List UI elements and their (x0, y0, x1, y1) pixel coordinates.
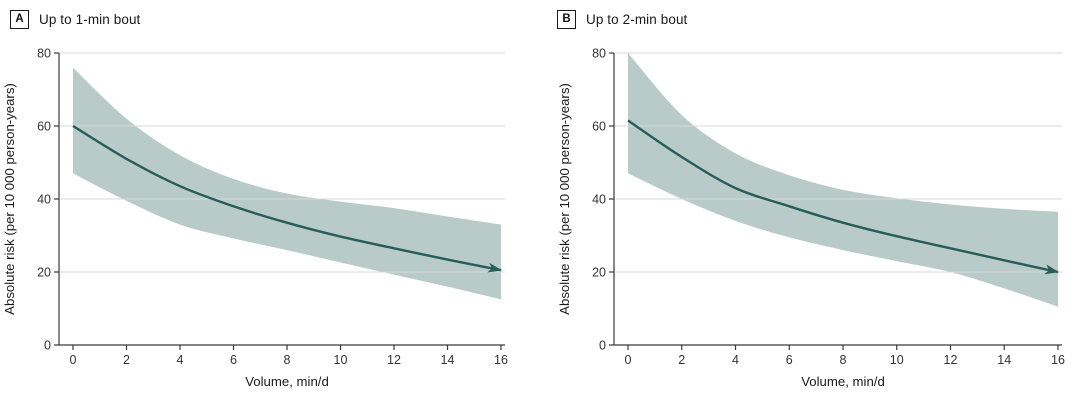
x-tick-label: 10 (890, 353, 904, 367)
x-axis-label: Volume, min/d (801, 374, 885, 389)
panel-a-title: Up to 1-min bout (39, 12, 141, 27)
y-tick-label: 0 (599, 338, 606, 352)
x-tick-label: 2 (123, 353, 130, 367)
panel-a-chart: 0 20 40 60 80 0 2 4 6 8 10 12 14 16 Absolute risk (per… (2, 46, 508, 389)
y-tick-label: 0 (44, 338, 51, 352)
x-tick-label: 10 (334, 353, 348, 367)
x-tick-label: 0 (625, 353, 632, 367)
x-tick-label: 0 (70, 353, 77, 367)
x-tick-label: 6 (786, 353, 793, 367)
panel-a-header: A Up to 1-min bout (10, 10, 140, 29)
risk-curve (72, 124, 502, 273)
y-tick-label: 40 (592, 192, 606, 206)
x-tick-label: 8 (840, 353, 847, 367)
x-tick-label: 14 (997, 353, 1011, 367)
y-axis-label: Absolute risk (per 10 000 person-years) (2, 83, 17, 315)
panel-a-letter-badge: A (10, 10, 29, 29)
y-tick-label: 80 (37, 46, 51, 60)
panel-b-letter-badge: B (557, 10, 576, 29)
panel-a: A Up to 1-min bout 0 20 40 60 80 0 2 4 6 8 10 12 14 1… (2, 10, 508, 389)
panel-b-title: Up to 2-min bout (586, 12, 688, 27)
x-tick-label: 6 (230, 353, 237, 367)
x-tick-label: 8 (284, 353, 291, 367)
y-tick-label: 20 (592, 265, 606, 279)
x-tick-label: 12 (387, 353, 401, 367)
panel-b-header: B Up to 2-min bout (557, 10, 687, 29)
y-tick-label: 60 (592, 119, 606, 133)
confidence-band (73, 67, 501, 300)
panel-b-chart: 0 20 40 60 80 0 2 4 6 8 10 12 14 16 Absolute risk (per… (557, 46, 1065, 389)
x-tick-label: 2 (678, 353, 685, 367)
x-tick-label: 4 (732, 353, 739, 367)
x-axis-label: Volume, min/d (245, 374, 329, 389)
x-tick-label: 12 (944, 353, 958, 367)
x-tick-label: 4 (177, 353, 184, 367)
y-tick-label: 60 (37, 119, 51, 133)
x-tick-label: 14 (441, 353, 455, 367)
panel-b: B Up to 2-min bout 0 20 40 60 80 0 2 4 6 8 10 12 14 1… (540, 0, 1080, 402)
risk-curve (627, 119, 1059, 275)
y-tick-label: 40 (37, 192, 51, 206)
confidence-band (628, 53, 1058, 307)
y-tick-label: 20 (37, 265, 51, 279)
x-tick-label: 16 (1051, 353, 1065, 367)
y-tick-label: 80 (592, 46, 606, 60)
x-tick-label: 16 (494, 353, 508, 367)
y-axis-label: Absolute risk (per 10 000 person-years) (557, 83, 572, 315)
